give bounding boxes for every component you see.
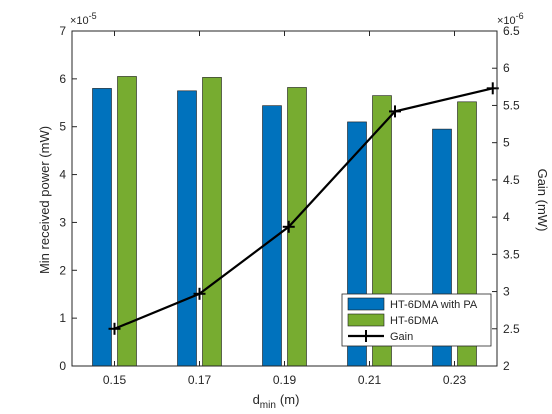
left-tick-label: 4	[59, 168, 66, 182]
right-tick-label: 5.5	[503, 98, 520, 112]
right-tick-label: 5	[503, 136, 510, 150]
gain-marker-0.17	[193, 287, 206, 300]
x-tick-label: 0.15	[103, 373, 127, 387]
bar-ht-6dma-with-pa-0.17	[177, 90, 197, 367]
left-tick-label: 3	[59, 215, 66, 229]
legend-item: HT-6DMA with PA	[347, 297, 478, 311]
legend-swatch	[347, 313, 385, 327]
right-tick-label: 2	[503, 359, 510, 373]
x-tick-label: 0.17	[188, 373, 212, 387]
legend-swatch	[347, 297, 385, 311]
gain-marker-0.15	[108, 322, 121, 335]
left-tick-label: 2	[59, 263, 66, 277]
bar-ht-6dma-with-pa-0.15	[92, 88, 112, 367]
right-tick-label: 3.5	[503, 247, 520, 261]
bar-ht-6dma-with-pa-0.19	[262, 105, 282, 367]
legend-label: HT-6DMA with PA	[390, 299, 478, 311]
left-tick-label: 5	[59, 120, 66, 134]
x-tick-label: 0.21	[358, 373, 382, 387]
right-tick-label: 6.5	[503, 24, 520, 38]
right-tick-label: 3	[503, 285, 510, 299]
right-tick-label: 2.5	[503, 322, 520, 336]
bar-ht-6dma-0.17	[202, 77, 222, 367]
gain-marker-0.21	[389, 105, 401, 118]
legend-item: Gain	[348, 330, 413, 343]
x-tick-label: 0.23	[443, 373, 467, 387]
left-tick-label: 1	[59, 311, 66, 325]
left-tick-label: 7	[59, 24, 66, 38]
right-tick-label: 4.5	[503, 173, 520, 187]
legend: HT-6DMA with PA HT-6DMA Gain	[341, 293, 492, 347]
legend-item: HT-6DMA	[347, 313, 439, 327]
left-axis-multiplier: ×10-5	[70, 11, 97, 27]
left-axis-ticks: 0 1 2 3 4 5 6 7	[59, 24, 77, 373]
legend-label: Gain	[390, 331, 413, 343]
right-axis-label: Gain (mW)	[535, 169, 550, 232]
x-tick-label: 0.19	[273, 373, 297, 387]
left-tick-label: 6	[59, 72, 66, 86]
gain-marker-0.19	[282, 220, 295, 233]
left-axis-label: Min received power (mW)	[37, 126, 52, 274]
x-axis-ticks: 0.15 0.17 0.19 0.21 0.23	[103, 31, 467, 387]
x-axis-label: dmin (m)	[253, 392, 300, 411]
right-axis-multiplier: ×10-6	[497, 11, 524, 27]
right-axis-ticks: 2 2.5 3 3.5 4 4.5 5 5.5 6 6.5	[492, 24, 520, 373]
left-tick-label: 0	[59, 359, 66, 373]
right-tick-label: 4	[503, 210, 510, 224]
gain-line-series	[108, 82, 499, 335]
right-tick-label: 6	[503, 61, 510, 75]
legend-label: HT-6DMA	[390, 315, 439, 327]
